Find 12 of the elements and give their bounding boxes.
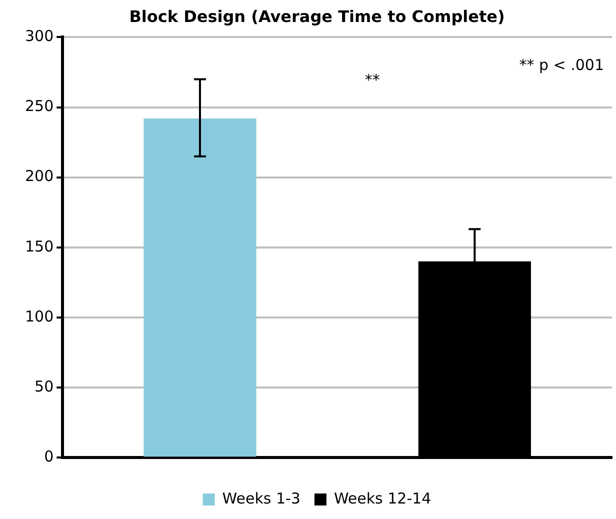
y-tick-label: 200 [24,167,54,186]
legend-label: Weeks 1-3 [222,489,300,508]
legend-label: Weeks 12-14 [334,489,432,508]
y-tick-label: 0 [44,447,54,466]
annotation: ** p < .001 [519,56,604,74]
y-tick-label: 50 [34,377,54,396]
y-tick-label: 250 [24,97,54,116]
y-tick-label: 100 [24,307,54,326]
y-tick-label: 150 [24,237,54,256]
chart-title: Block Design (Average Time to Complete) [129,6,505,26]
annotation: ** [364,71,380,90]
y-tick-label: 300 [24,27,54,46]
